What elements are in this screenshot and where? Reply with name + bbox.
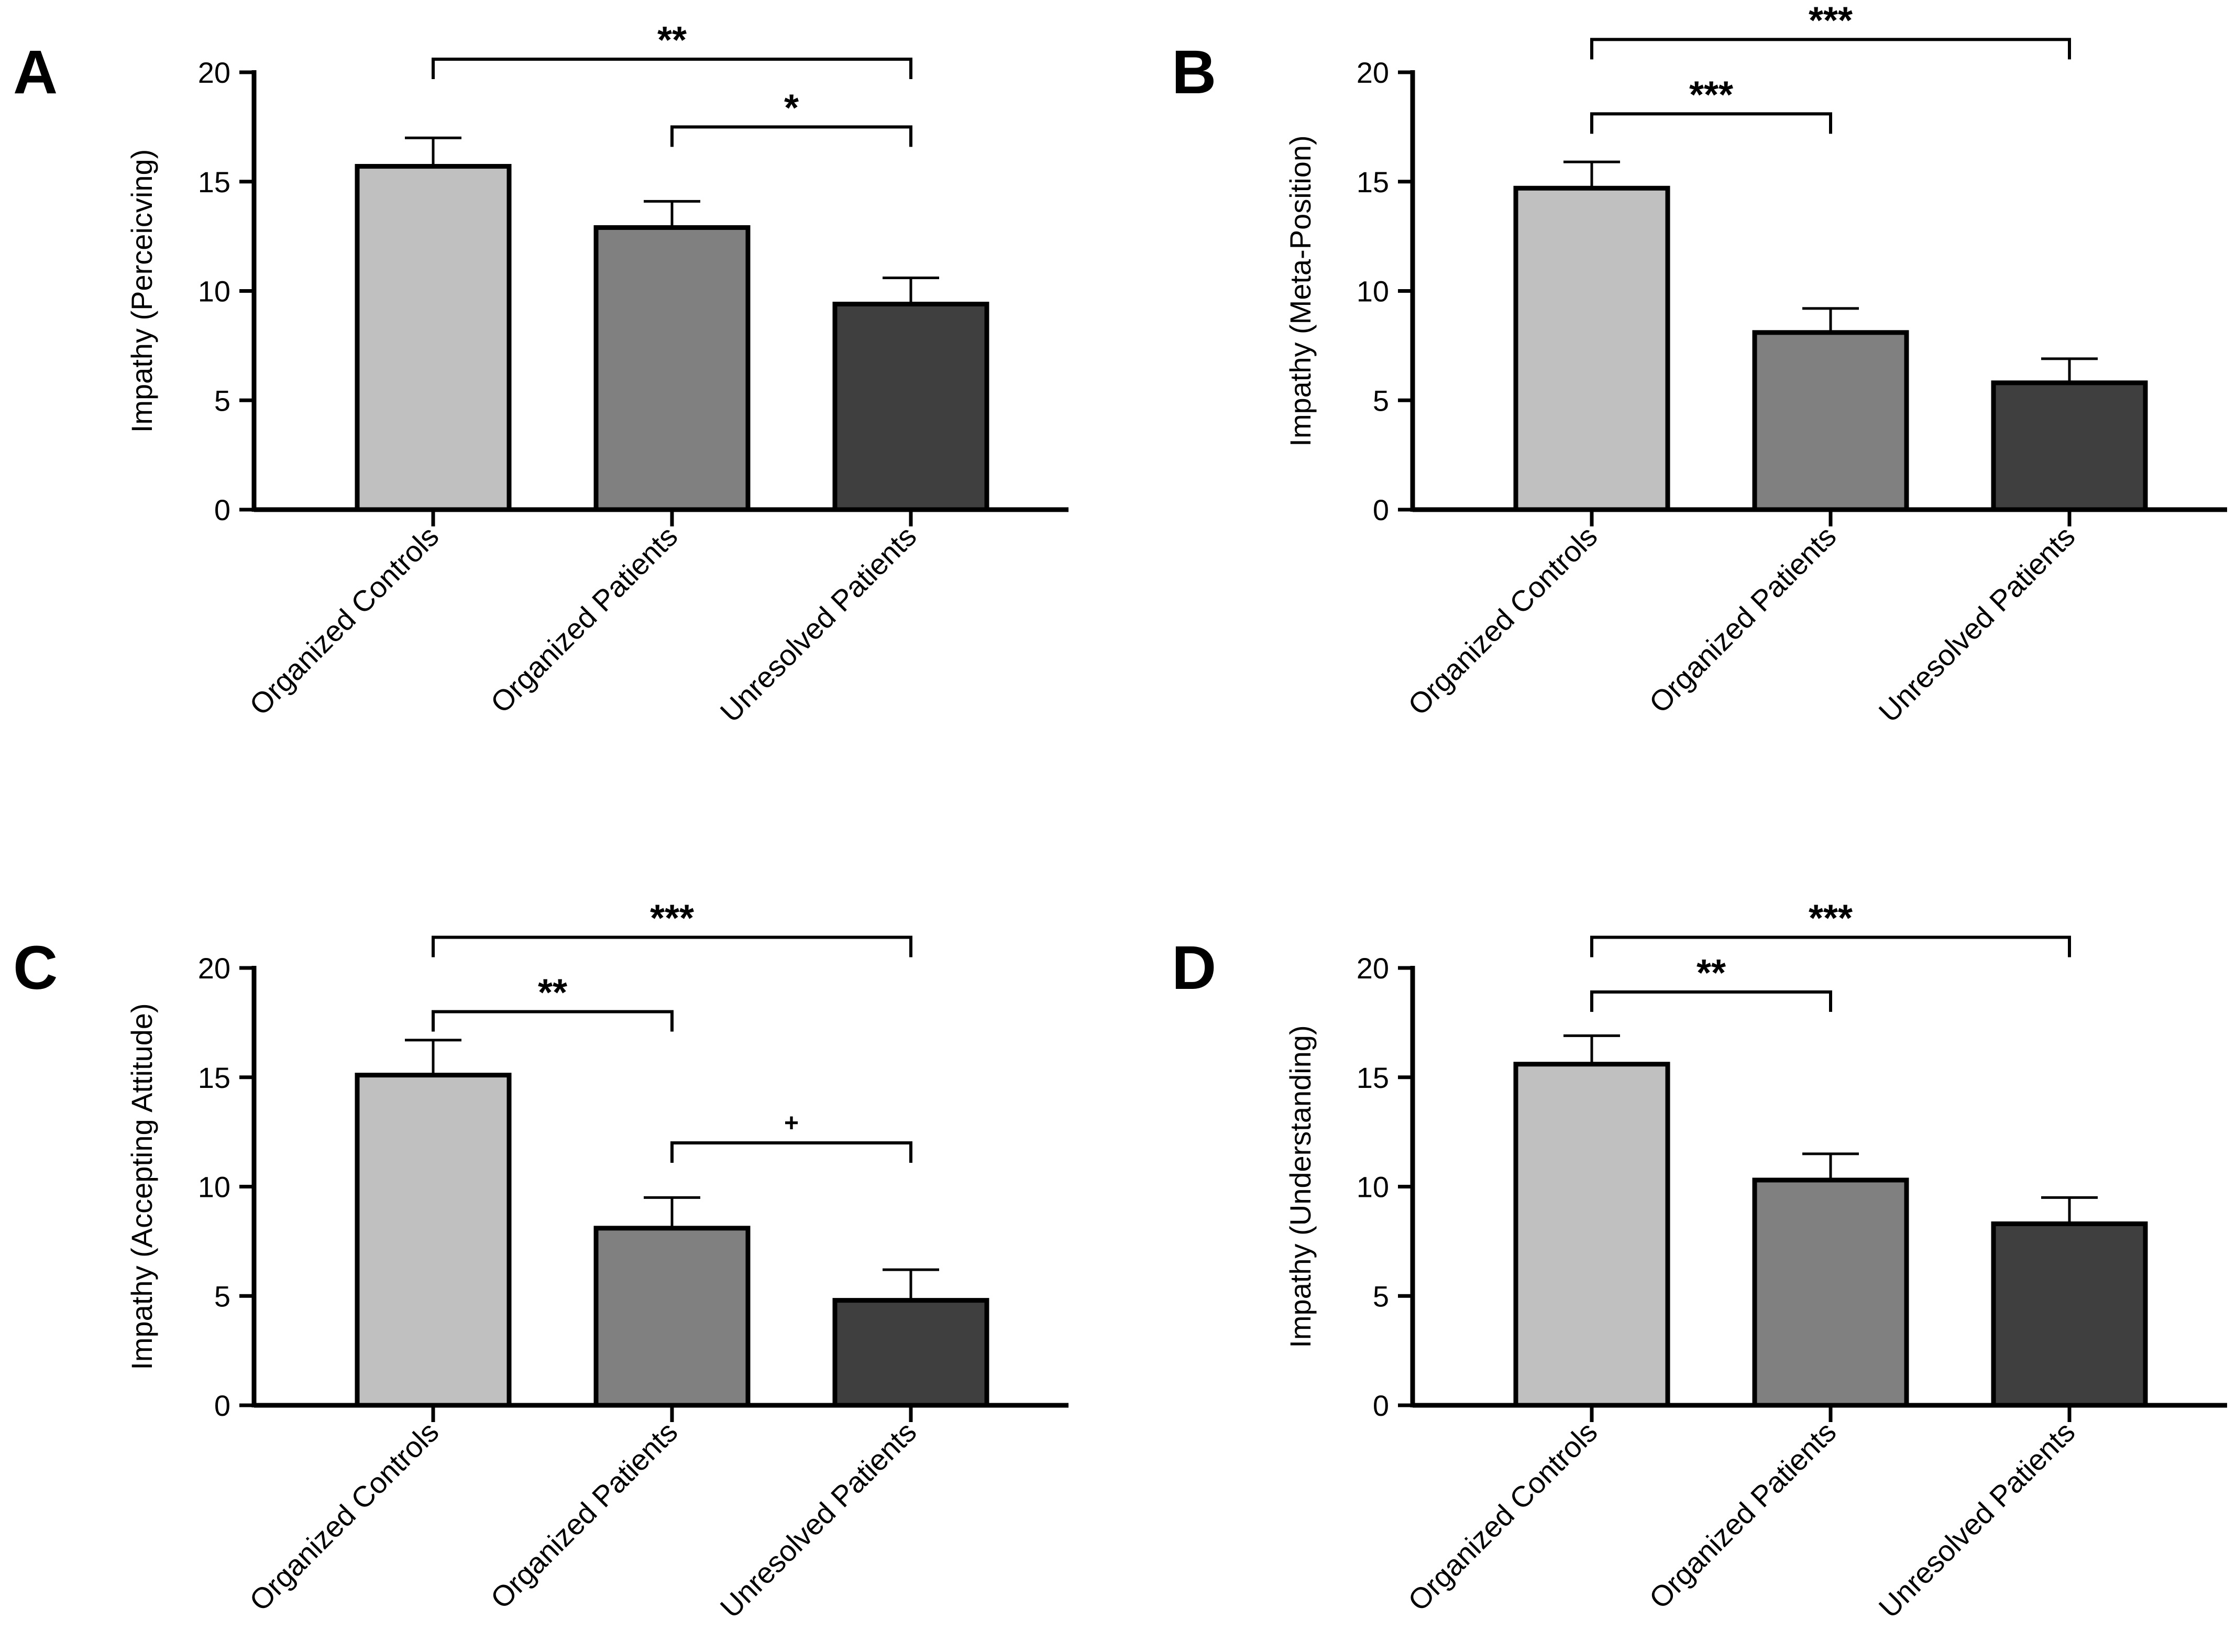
bar-1 (355, 1073, 512, 1408)
x-category-label: Unresolved Patients (1872, 520, 2081, 729)
significance-label: * (784, 87, 799, 129)
panel-letter: B (1172, 38, 1216, 107)
bar-2 (1752, 1177, 1909, 1408)
y-tick-label: 20 (1357, 56, 1389, 89)
x-category-label: Unresolved Patients (1872, 1415, 2081, 1624)
bar-1 (355, 164, 512, 512)
significance-bracket (1590, 38, 2071, 60)
significance-label: *** (1689, 74, 1733, 116)
y-tick-label: 20 (198, 952, 230, 985)
chart-panel-b: B Impathy (Meta-Position) 0 5 10 15 20 Organize… (1172, 0, 2227, 729)
y-tick-label: 15 (198, 166, 230, 199)
y-tick-label: 10 (198, 1171, 230, 1204)
chart-panel-c: C Impathy (Accepting Attitude) 0 5 10 15 20 Org… (13, 898, 1069, 1624)
bar-3 (1991, 1221, 2148, 1408)
bar-1 (1513, 185, 1670, 512)
x-category-label: Organized Patients (1643, 1415, 1842, 1615)
bar-2 (593, 225, 751, 512)
significance-label: ** (657, 19, 687, 61)
y-tick-label: 10 (1357, 1171, 1389, 1204)
significance-label: *** (1809, 0, 1853, 41)
significance-label: *** (1809, 898, 1853, 940)
x-category-label: Organized Controls (243, 1415, 445, 1617)
bar-3 (1991, 380, 2148, 512)
chart-panel-a: A Impathy (Perceicving) 0 5 10 15 20 Organized … (13, 19, 1069, 729)
chart-panel-d: D Impathy (Understanding) 0 5 10 15 20 Organize… (1172, 898, 2227, 1624)
panel-letter: C (13, 933, 58, 1003)
y-tick-label: 10 (1357, 275, 1389, 308)
panel-letter: D (1172, 933, 1216, 1003)
x-category-label: Unresolved Patients (714, 520, 923, 729)
bar-3 (832, 1298, 989, 1408)
significance-label: ** (538, 972, 567, 1014)
significance-label: *** (650, 898, 694, 940)
significance-bracket (432, 57, 912, 79)
y-tick-label: 5 (214, 384, 230, 417)
significance-label: + (784, 1109, 799, 1137)
bar-1 (1513, 1062, 1670, 1408)
y-tick-label: 5 (214, 1280, 230, 1313)
y-tick-label: 0 (214, 1389, 230, 1422)
y-tick-label: 20 (198, 56, 230, 89)
x-category-label: Unresolved Patients (714, 1415, 923, 1624)
significance-bracket (432, 1010, 674, 1032)
significance-bracket (670, 1141, 912, 1163)
x-category-label: Organized Controls (1402, 1415, 1604, 1617)
significance-bracket (1590, 112, 1832, 134)
y-axis-label: Impathy (Accepting Attitude) (125, 1003, 158, 1370)
bar-3 (832, 302, 989, 512)
significance-label: ** (1697, 952, 1726, 994)
x-category-label: Organized Patients (484, 520, 684, 719)
significance-bracket (432, 935, 912, 957)
bar-2 (1752, 330, 1909, 512)
y-tick-label: 5 (1373, 1280, 1389, 1313)
x-category-label: Organized Controls (1402, 520, 1604, 722)
y-tick-label: 15 (198, 1061, 230, 1094)
bar-2 (593, 1226, 751, 1408)
y-tick-label: 10 (198, 275, 230, 308)
y-axis-label: Impathy (Perceicving) (125, 149, 158, 433)
y-axis-label: Impathy (Understanding) (1284, 1025, 1317, 1348)
y-tick-label: 20 (1357, 952, 1389, 985)
y-axis-label: Impathy (Meta-Position) (1284, 135, 1317, 446)
x-category-label: Organized Patients (484, 1415, 684, 1615)
y-tick-label: 5 (1373, 384, 1389, 417)
panel-letter: A (13, 38, 58, 107)
y-tick-label: 0 (1373, 493, 1389, 526)
y-tick-label: 0 (214, 493, 230, 526)
significance-bracket (670, 125, 912, 147)
significance-bracket (1590, 935, 2071, 957)
significance-bracket (1590, 990, 1832, 1012)
x-category-label: Organized Patients (1643, 520, 1842, 719)
x-category-label: Organized Controls (243, 520, 445, 722)
y-tick-label: 15 (1357, 166, 1389, 199)
y-tick-label: 0 (1373, 1389, 1389, 1422)
y-tick-label: 15 (1357, 1061, 1389, 1094)
